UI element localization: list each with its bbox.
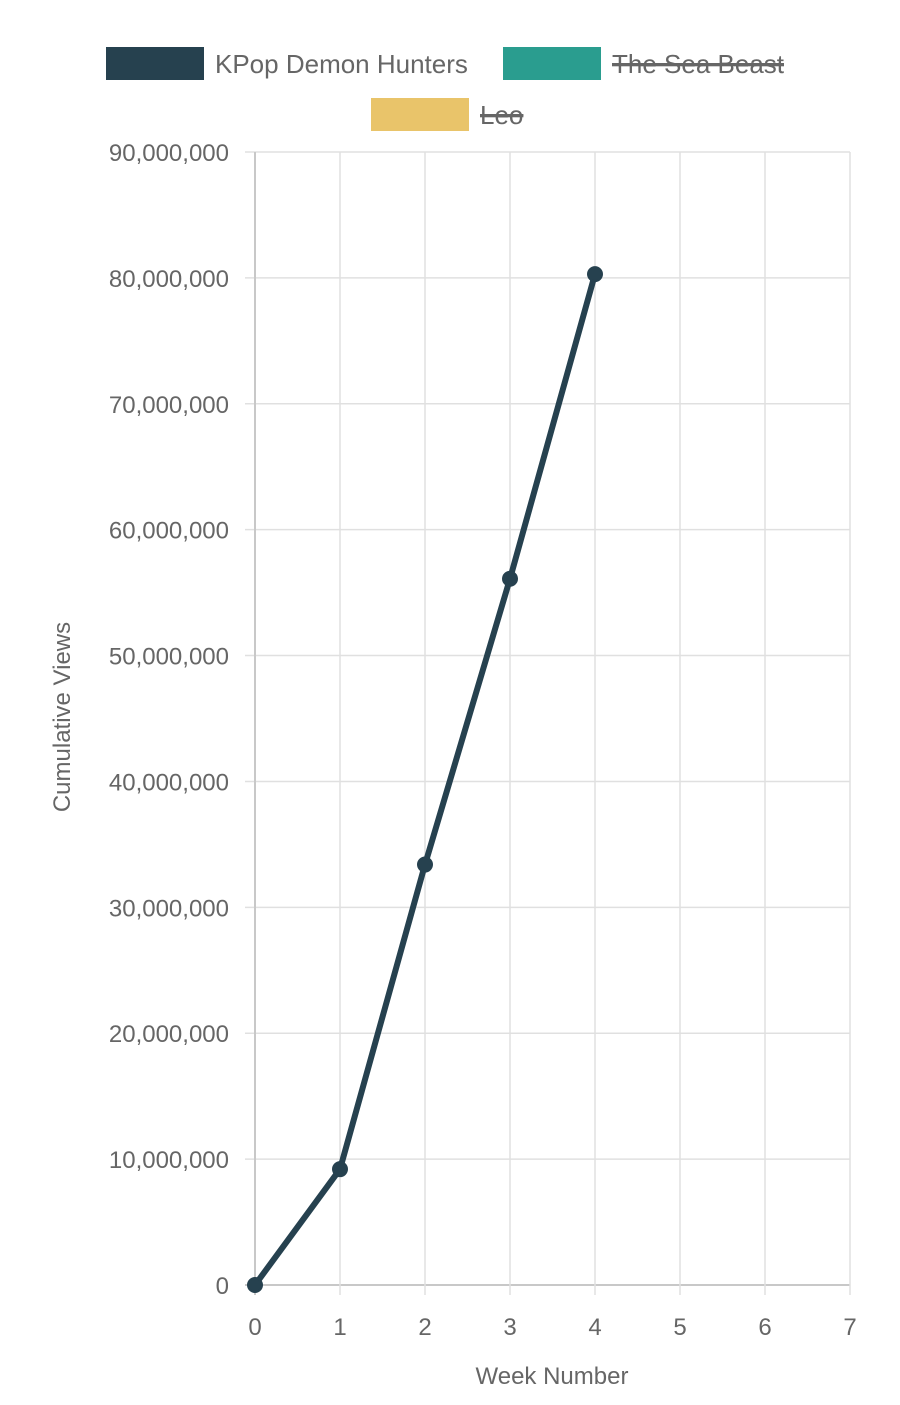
y-tick-label: 30,000,000 (109, 895, 229, 922)
y-tick-label: 50,000,000 (109, 644, 229, 671)
x-axis-title: Week Number (476, 1363, 629, 1390)
y-tick-label: 90,000,000 (109, 140, 229, 167)
series-layer (247, 266, 603, 1293)
legend-item[interactable]: KPop Demon Hunters (106, 47, 468, 80)
legend: KPop Demon Hunters The Sea Beast Leo (106, 47, 785, 131)
y-axis-ticks: 0 10,000,000 20,000,000 30,000,000 40,000,00… (109, 140, 229, 1300)
x-tick-label: 3 (503, 1314, 516, 1341)
legend-item[interactable]: Leo (371, 98, 524, 131)
x-axis-ticks: 0 1 2 3 4 5 6 7 (248, 1314, 856, 1341)
legend-swatch (371, 98, 469, 131)
y-tick-label: 0 (216, 1273, 229, 1300)
x-tick-label: 2 (418, 1314, 431, 1341)
legend-item[interactable]: The Sea Beast (503, 47, 785, 80)
x-tick-label: 7 (843, 1314, 856, 1341)
y-tick-label: 40,000,000 (109, 769, 229, 796)
y-tick-label: 20,000,000 (109, 1021, 229, 1048)
x-tick-label: 5 (673, 1314, 686, 1341)
grid (245, 151, 851, 1295)
data-point[interactable] (587, 266, 603, 283)
y-tick-label: 70,000,000 (109, 392, 229, 419)
data-point[interactable] (247, 1277, 263, 1293)
x-tick-label: 4 (588, 1314, 601, 1341)
y-tick-label: 60,000,000 (109, 518, 229, 545)
y-axis-title: Cumulative Views (49, 622, 76, 812)
data-point[interactable] (332, 1161, 348, 1178)
data-point[interactable] (417, 856, 433, 873)
legend-swatch (106, 47, 204, 80)
legend-label: KPop Demon Hunters (215, 49, 468, 79)
data-point[interactable] (502, 570, 518, 587)
x-tick-label: 6 (758, 1314, 771, 1341)
legend-swatch (503, 47, 601, 80)
y-tick-label: 80,000,000 (109, 266, 229, 293)
y-tick-label: 10,000,000 (109, 1147, 229, 1174)
x-tick-label: 1 (333, 1314, 346, 1341)
x-tick-label: 0 (248, 1314, 261, 1341)
